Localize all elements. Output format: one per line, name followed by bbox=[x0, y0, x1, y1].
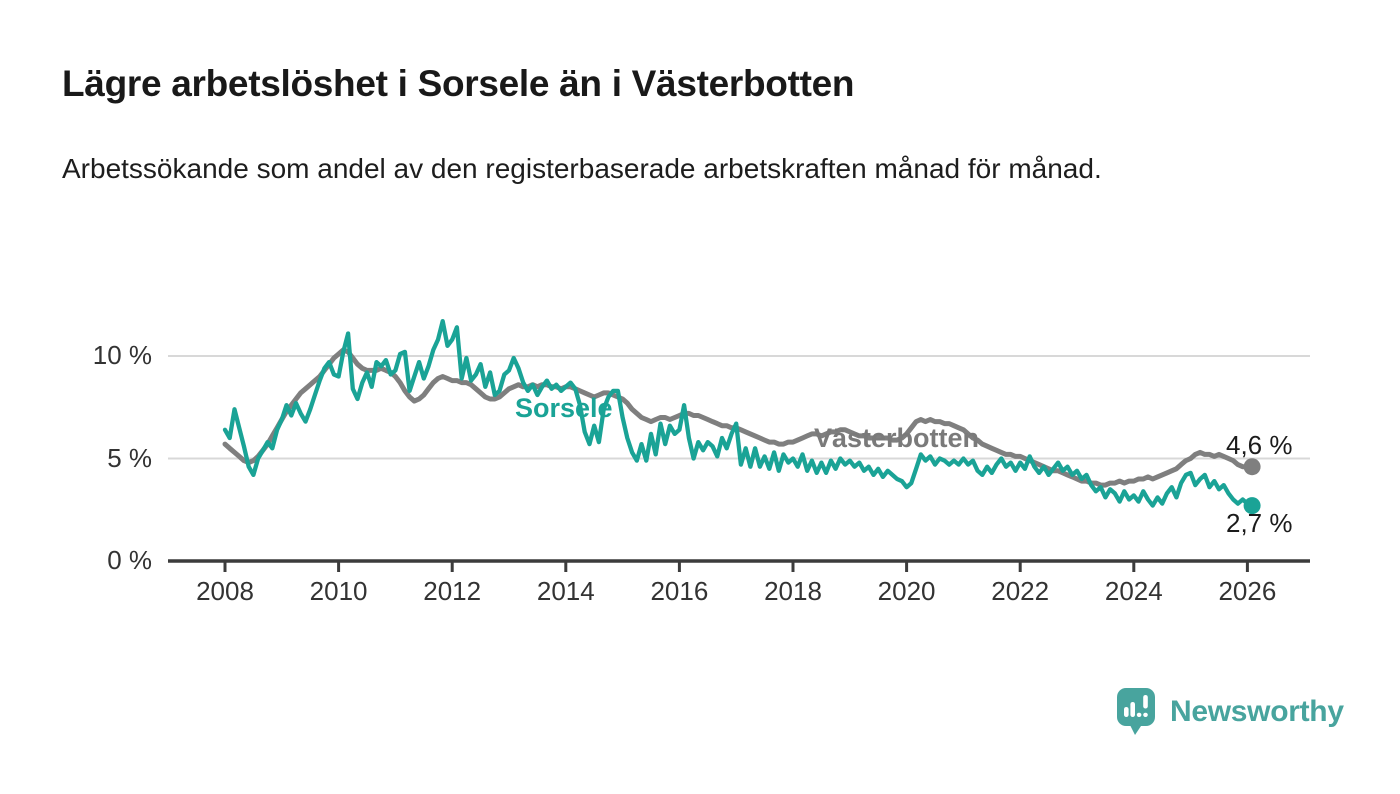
series-line-sorsele bbox=[222, 318, 1255, 508]
chart-title: Lägre arbetslöshet i Sorsele än i Väster… bbox=[62, 63, 855, 104]
series-line-vasterbotten bbox=[222, 347, 1255, 488]
series-endpoint-sorsele bbox=[1243, 497, 1261, 515]
end-value-sorsele: 2,7 % bbox=[1226, 508, 1293, 538]
newsworthy-wordmark: Newsworthy bbox=[1170, 695, 1344, 728]
series-endpoint-vasterbotten bbox=[1243, 458, 1261, 476]
chart-subtitle: Arbetssökande som andel av den registerb… bbox=[62, 153, 1102, 184]
end-value-vasterbotten: 4,6 % bbox=[1226, 430, 1293, 460]
series-label-vasterbotten: Västerbotten bbox=[814, 423, 980, 453]
newsworthy-brand: Newsworthy bbox=[1117, 687, 1344, 737]
series-label-sorsele: Sorsele bbox=[515, 393, 613, 423]
newsworthy-logo-icon bbox=[1117, 688, 1155, 735]
